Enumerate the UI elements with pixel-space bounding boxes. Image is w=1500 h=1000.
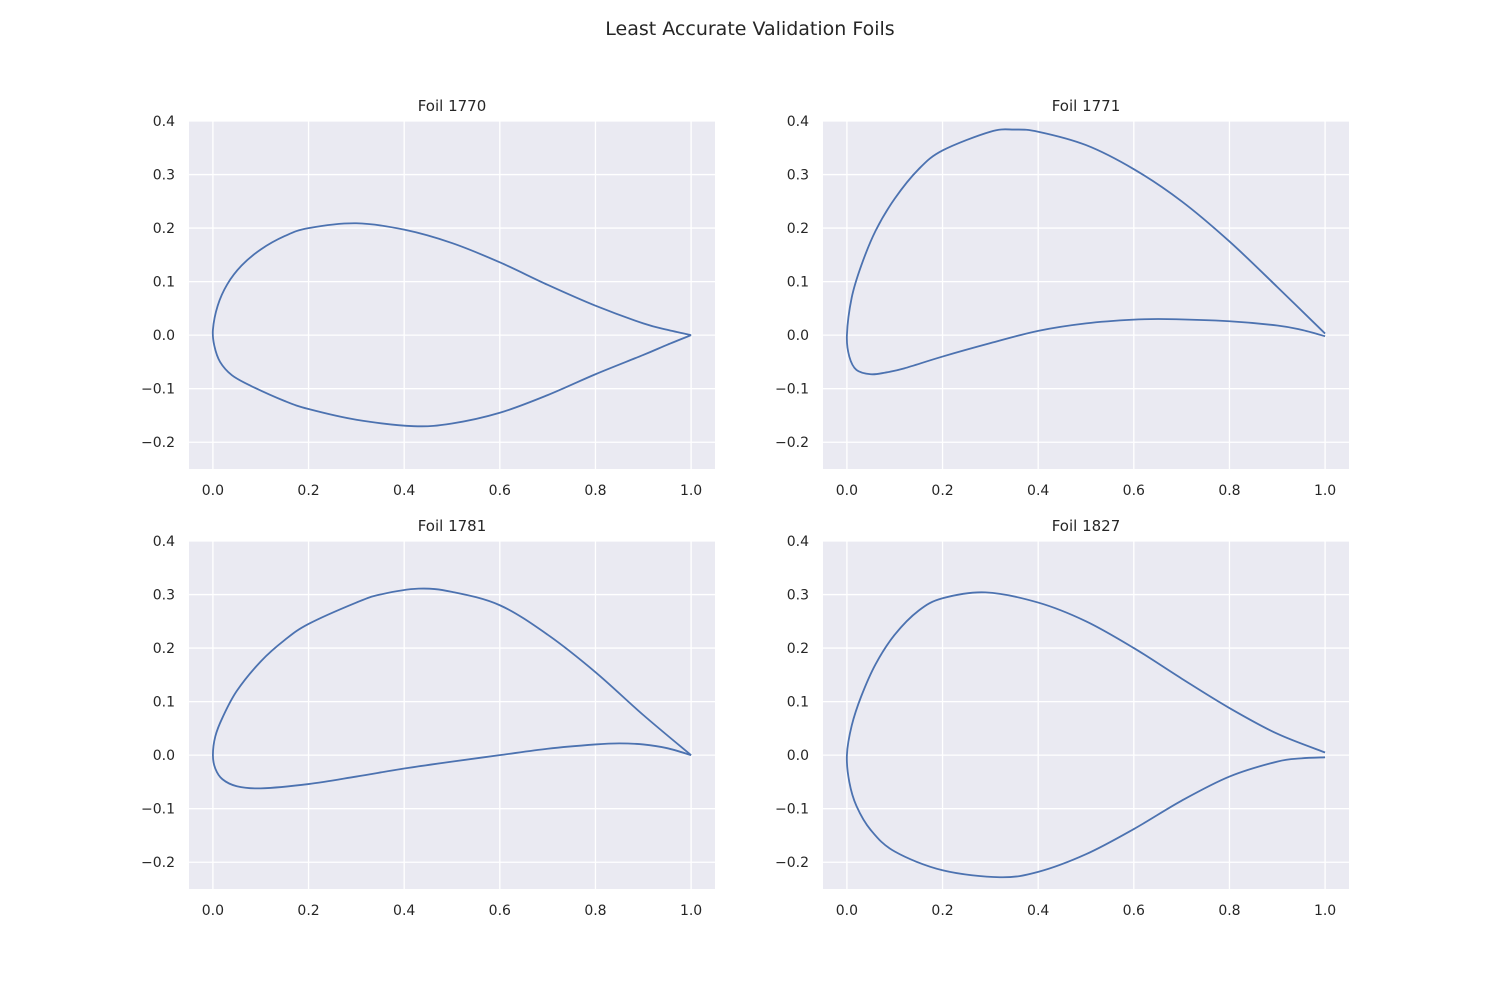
x-tick-label: 0.8 bbox=[584, 483, 606, 499]
y-tick-label: 0.1 bbox=[153, 275, 175, 291]
foil-outline-line bbox=[845, 591, 1326, 879]
y-tick-label: 0.4 bbox=[787, 114, 809, 130]
x-tick-label: 0.0 bbox=[202, 903, 224, 919]
y-tick-label: 0.2 bbox=[787, 221, 809, 237]
x-tick-label: 0.4 bbox=[393, 903, 415, 919]
y-tick-label: 0.2 bbox=[153, 641, 175, 657]
foil-outline-line bbox=[845, 128, 1326, 376]
y-tick-label: 0.4 bbox=[153, 534, 175, 550]
plot-area bbox=[189, 541, 715, 889]
x-tick-label: 0.4 bbox=[1027, 903, 1049, 919]
y-tick-label: −0.1 bbox=[775, 802, 809, 818]
x-tick-label: 0.8 bbox=[1218, 483, 1240, 499]
x-tick-label: 0.2 bbox=[297, 483, 319, 499]
subplots: 0.0 0.2 0.4 0.6 0.8 1.0 −0.2 −0.1 0.0 0.1 0.2 0.3 0.… bbox=[141, 97, 1349, 919]
y-tick-label: 0.3 bbox=[787, 588, 809, 604]
y-tick-label: 0.2 bbox=[153, 221, 175, 237]
y-tick-label: 0.0 bbox=[153, 748, 175, 764]
y-tick-label: −0.2 bbox=[141, 435, 175, 451]
y-tick-label: −0.2 bbox=[775, 435, 809, 451]
y-tick-label: −0.2 bbox=[141, 855, 175, 871]
x-tick-label: 1.0 bbox=[680, 903, 702, 919]
x-tick-label: 0.2 bbox=[931, 483, 953, 499]
x-tick-label: 1.0 bbox=[1314, 483, 1336, 499]
y-tick-label: 0.4 bbox=[153, 114, 175, 130]
y-tick-label: 0.3 bbox=[787, 168, 809, 184]
y-tick-label: 0.2 bbox=[787, 641, 809, 657]
foil-outline-line bbox=[211, 222, 692, 428]
y-tick-label: −0.1 bbox=[141, 802, 175, 818]
y-tick-label: 0.1 bbox=[153, 695, 175, 711]
x-tick-label: 0.8 bbox=[1218, 903, 1240, 919]
y-tick-label: −0.1 bbox=[141, 382, 175, 398]
subplot-title: Foil 1770 bbox=[418, 97, 487, 115]
x-tick-label: 0.6 bbox=[1123, 903, 1145, 919]
y-tick-label: 0.1 bbox=[787, 275, 809, 291]
figure-title: Least Accurate Validation Foils bbox=[605, 18, 894, 40]
y-tick-label: 0.4 bbox=[787, 534, 809, 550]
x-tick-label: 0.4 bbox=[1027, 483, 1049, 499]
subplot-1: 0.0 0.2 0.4 0.6 0.8 1.0 −0.2 −0.1 0.0 0.1 0.2 0.3 0.… bbox=[141, 97, 715, 499]
subplot-title: Foil 1827 bbox=[1052, 517, 1121, 535]
x-tick-label: 0.0 bbox=[836, 483, 858, 499]
x-tick-label: 1.0 bbox=[680, 483, 702, 499]
x-tick-label: 1.0 bbox=[1314, 903, 1336, 919]
x-tick-label: 0.6 bbox=[1123, 483, 1145, 499]
y-tick-label: 0.3 bbox=[153, 588, 175, 604]
plot-area bbox=[823, 541, 1349, 889]
x-tick-label: 0.0 bbox=[202, 483, 224, 499]
y-tick-label: −0.2 bbox=[775, 855, 809, 871]
subplot-title: Foil 1771 bbox=[1052, 97, 1121, 115]
x-tick-label: 0.6 bbox=[489, 903, 511, 919]
plot-area bbox=[823, 121, 1349, 469]
subplot-4: 0.0 0.2 0.4 0.6 0.8 1.0 −0.2 −0.1 0.0 0.1 0.2 0.3 0.… bbox=[775, 517, 1349, 919]
y-tick-label: 0.1 bbox=[787, 695, 809, 711]
y-tick-label: 0.0 bbox=[787, 748, 809, 764]
subplot-title: Foil 1781 bbox=[418, 517, 487, 535]
x-tick-label: 0.6 bbox=[489, 483, 511, 499]
subplot-2: 0.0 0.2 0.4 0.6 0.8 1.0 −0.2 −0.1 0.0 0.1 0.2 0.3 0.… bbox=[775, 97, 1349, 499]
x-tick-label: 0.0 bbox=[836, 903, 858, 919]
y-tick-label: 0.0 bbox=[787, 328, 809, 344]
y-tick-label: 0.0 bbox=[153, 328, 175, 344]
foil-outline-line bbox=[212, 587, 692, 790]
x-tick-label: 0.2 bbox=[931, 903, 953, 919]
x-tick-label: 0.2 bbox=[297, 903, 319, 919]
x-tick-label: 0.8 bbox=[584, 903, 606, 919]
y-tick-label: 0.3 bbox=[153, 168, 175, 184]
y-tick-label: −0.1 bbox=[775, 382, 809, 398]
x-tick-label: 0.4 bbox=[393, 483, 415, 499]
plot-area bbox=[189, 121, 715, 469]
subplot-3: 0.0 0.2 0.4 0.6 0.8 1.0 −0.2 −0.1 0.0 0.1 0.2 0.3 0.… bbox=[141, 517, 715, 919]
